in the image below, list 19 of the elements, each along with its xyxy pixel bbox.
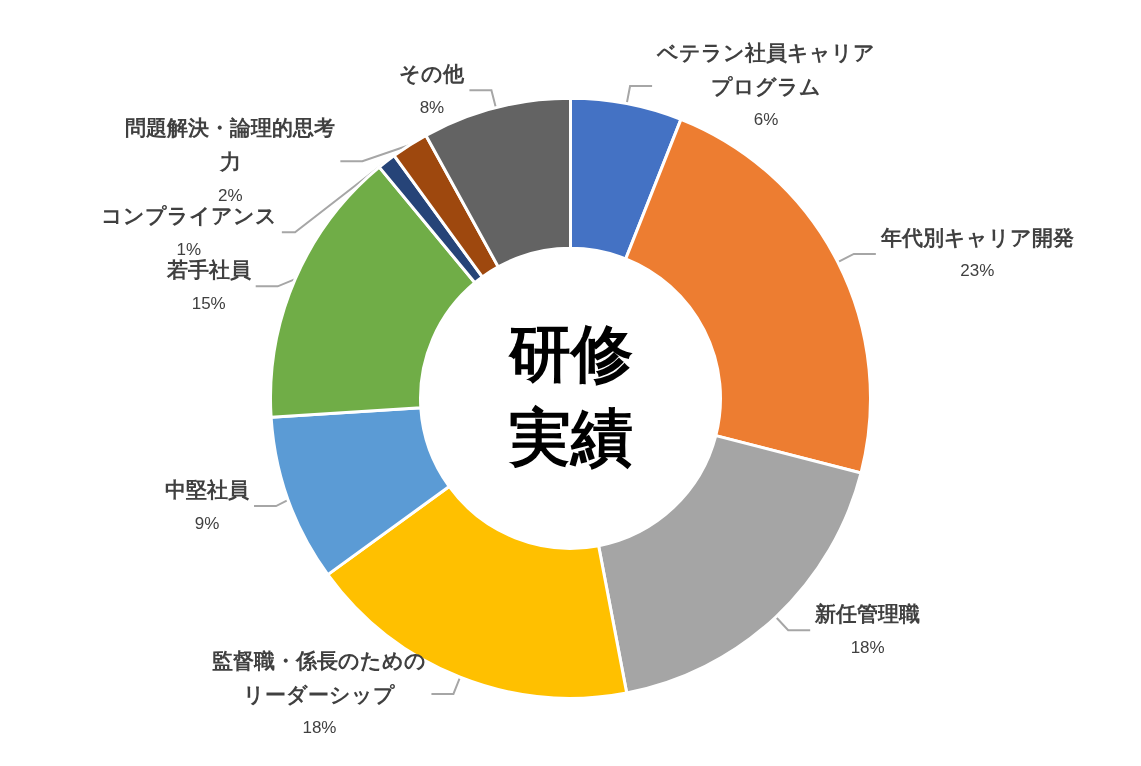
- data-label: 18%: [302, 718, 337, 738]
- text: 研修実績: [507, 316, 633, 474]
- slice-label: 年代別キャリア開発: [879, 225, 1074, 250]
- slice-label: その他: [399, 62, 466, 87]
- slice-label: 新任管理職: [814, 602, 921, 627]
- data-label: 2%: [218, 185, 243, 205]
- data-label: 8%: [419, 97, 445, 117]
- data-label: 23%: [960, 261, 995, 281]
- slice-label: 監督職・係長のためのリーダーシップ: [212, 648, 427, 707]
- slice-label: 問題解決・論理的思考力: [125, 116, 336, 175]
- data-label: 18%: [850, 637, 885, 657]
- data-label: 9%: [194, 513, 220, 533]
- data-label: 6%: [753, 110, 779, 130]
- data-label: 15%: [191, 293, 226, 313]
- slice-label: 中堅社員: [165, 478, 250, 503]
- slice-label: 若手社員: [165, 258, 251, 283]
- slice-label: ベテラン社員キャリアプログラム: [656, 40, 876, 99]
- data-label: 1%: [176, 239, 202, 259]
- slice-label: コンプライアンス: [100, 204, 277, 229]
